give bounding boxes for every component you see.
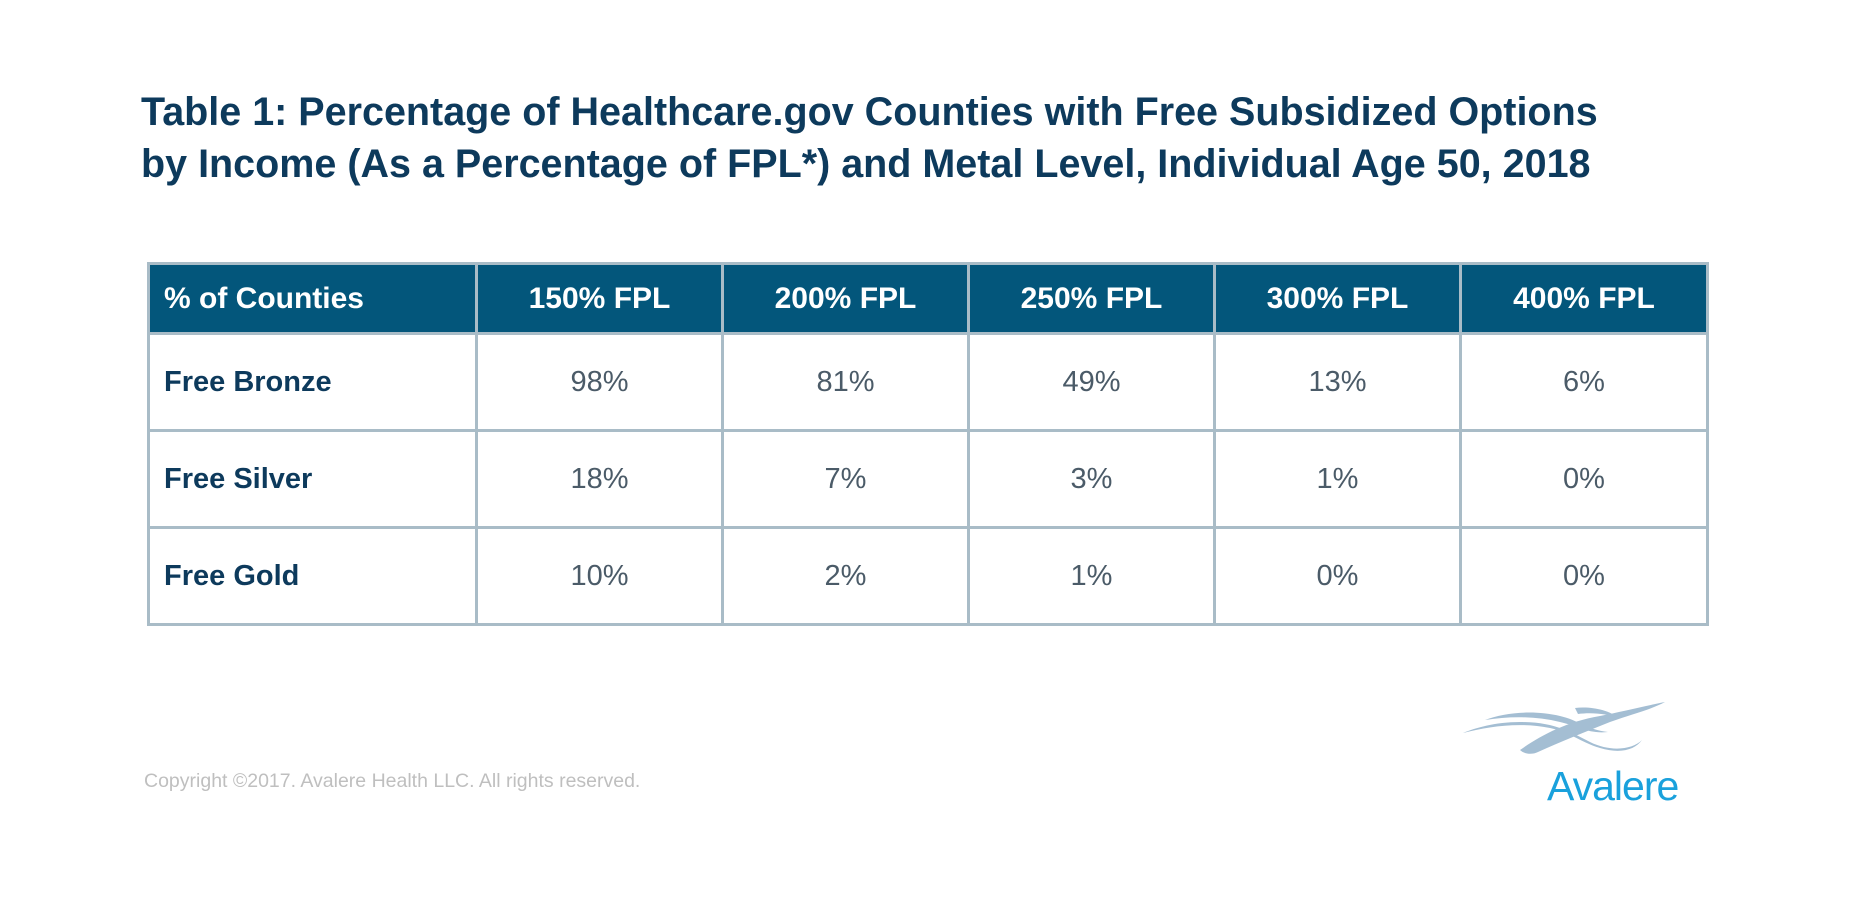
page-title: Table 1: Percentage of Healthcare.gov Co…: [141, 86, 1761, 190]
table-cell: 2%: [721, 526, 970, 626]
data-table: % of Counties 150% FPL 200% FPL 250% FPL…: [147, 262, 1709, 626]
table-row: Free Silver 18% 7% 3% 1% 0%: [147, 429, 1709, 529]
table-cell: 0%: [1459, 526, 1709, 626]
row-label: Free Gold: [147, 526, 478, 626]
row-label: Free Bronze: [147, 332, 478, 432]
table-cell: 49%: [967, 332, 1216, 432]
avalere-logo: Avalere: [1460, 700, 1700, 810]
table-cell: 1%: [1213, 429, 1462, 529]
table-row: Free Bronze 98% 81% 49% 13% 6%: [147, 332, 1709, 432]
table-header-row: % of Counties 150% FPL 200% FPL 250% FPL…: [147, 262, 1709, 335]
title-line-2: by Income (As a Percentage of FPL*) and …: [141, 142, 1591, 186]
title-line-1: Table 1: Percentage of Healthcare.gov Co…: [141, 90, 1598, 134]
avalere-wordmark: Avalere: [1547, 763, 1679, 809]
table-cell: 13%: [1213, 332, 1462, 432]
table-cell: 3%: [967, 429, 1216, 529]
copyright-notice: Copyright ©2017. Avalere Health LLC. All…: [144, 770, 641, 792]
column-header: 150% FPL: [475, 262, 724, 335]
table-cell: 0%: [1459, 429, 1709, 529]
table-cell: 1%: [967, 526, 1216, 626]
table-cell: 18%: [475, 429, 724, 529]
column-header: 250% FPL: [967, 262, 1216, 335]
table-row: Free Gold 10% 2% 1% 0% 0%: [147, 526, 1709, 626]
column-header: % of Counties: [147, 262, 478, 335]
table-cell: 6%: [1459, 332, 1709, 432]
row-label: Free Silver: [147, 429, 478, 529]
avalere-swoosh-icon: [1463, 702, 1665, 754]
column-header: 300% FPL: [1213, 262, 1462, 335]
table-cell: 0%: [1213, 526, 1462, 626]
table-cell: 7%: [721, 429, 970, 529]
column-header: 400% FPL: [1459, 262, 1709, 335]
table-cell: 10%: [475, 526, 724, 626]
table-cell: 81%: [721, 332, 970, 432]
table-cell: 98%: [475, 332, 724, 432]
column-header: 200% FPL: [721, 262, 970, 335]
